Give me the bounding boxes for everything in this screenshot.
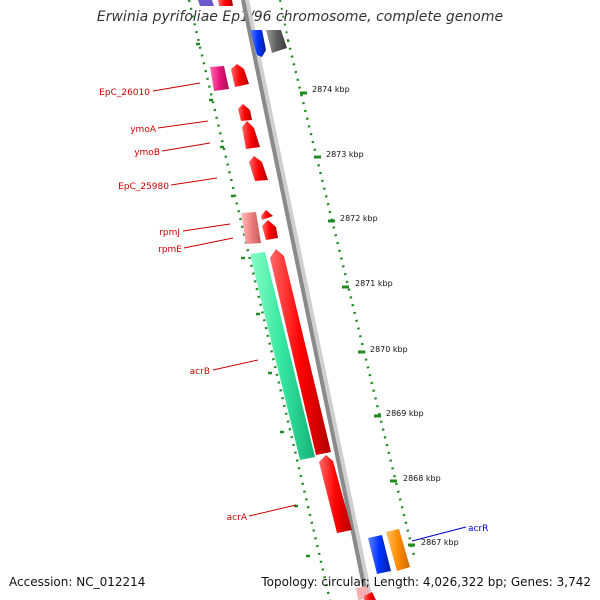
backbone	[241, 0, 369, 600]
outer-dotted-ring	[286, 39, 417, 561]
tick-label-2869: 2869 kbp	[386, 409, 424, 418]
gene-EpC_26010-pink	[210, 66, 229, 91]
gene-acrR-blue	[368, 535, 391, 574]
topology-text: Topology: circular; Length: 4,026,322 bp…	[261, 575, 591, 589]
tick-label-2873: 2873 kbp	[326, 150, 364, 159]
gene-label-EpC_26010: EpC_26010	[99, 88, 150, 98]
gene-labels: EpC_26010 ymoA ymoB EpC_25980 rpmJ rpmE …	[99, 88, 488, 534]
gene-label-ymoB: ymoB	[134, 148, 160, 158]
accession-text: Accession: NC_012214	[9, 575, 146, 589]
feature-bottom-red	[364, 592, 376, 600]
gene-label-acrR: acrR	[468, 524, 488, 534]
outer-dotted-ring-top	[279, 0, 289, 41]
feature-purple-top	[198, 0, 214, 6]
inner-ring-ticks	[196, 42, 310, 558]
gene-acrB-band	[250, 252, 315, 460]
gene-acrR-orange	[386, 529, 410, 571]
feature-gray-top	[266, 30, 287, 53]
gene-acrB	[270, 249, 331, 455]
gene-ymoB	[242, 121, 260, 149]
gene-rpmJ	[261, 210, 273, 220]
gene-acrA	[319, 455, 352, 533]
gene-label-acrB: acrB	[190, 367, 210, 377]
gene-rpmE	[262, 220, 278, 240]
feature-blue-top	[250, 30, 266, 57]
tick-label-2868: 2868 kbp	[403, 474, 441, 483]
tick-labels: 2874 kbp 2873 kbp 2872 kbp 2871 kbp 2870…	[312, 85, 459, 547]
tick-label-2874: 2874 kbp	[312, 85, 350, 94]
gene-label-ymoA: ymoA	[130, 125, 157, 135]
gene-rpmJ-light	[241, 212, 261, 244]
feature-red-top	[218, 0, 233, 6]
tick-label-2871: 2871 kbp	[355, 279, 393, 288]
tick-label-2872: 2872 kbp	[340, 214, 378, 223]
gene-label-EpC_25980: EpC_25980	[118, 182, 169, 192]
map-title: Erwinia pyrifoliae Ep1/96 chromosome, co…	[96, 9, 504, 25]
outer-ring-ticks	[300, 91, 415, 547]
gene-label-acrA: acrA	[227, 513, 248, 523]
gene-EpC_25980	[249, 156, 268, 181]
tick-label-2867: 2867 kbp	[421, 538, 459, 547]
gene-label-rpmJ: rpmJ	[159, 228, 180, 238]
inner-dotted-ring	[187, 0, 332, 600]
label-leaders	[152, 82, 467, 542]
gene-ymoA	[238, 104, 252, 121]
gene-label-rpmE: rpmE	[158, 245, 182, 255]
tick-label-2870: 2870 kbp	[370, 345, 408, 354]
gene-EpC_26010	[231, 64, 249, 87]
